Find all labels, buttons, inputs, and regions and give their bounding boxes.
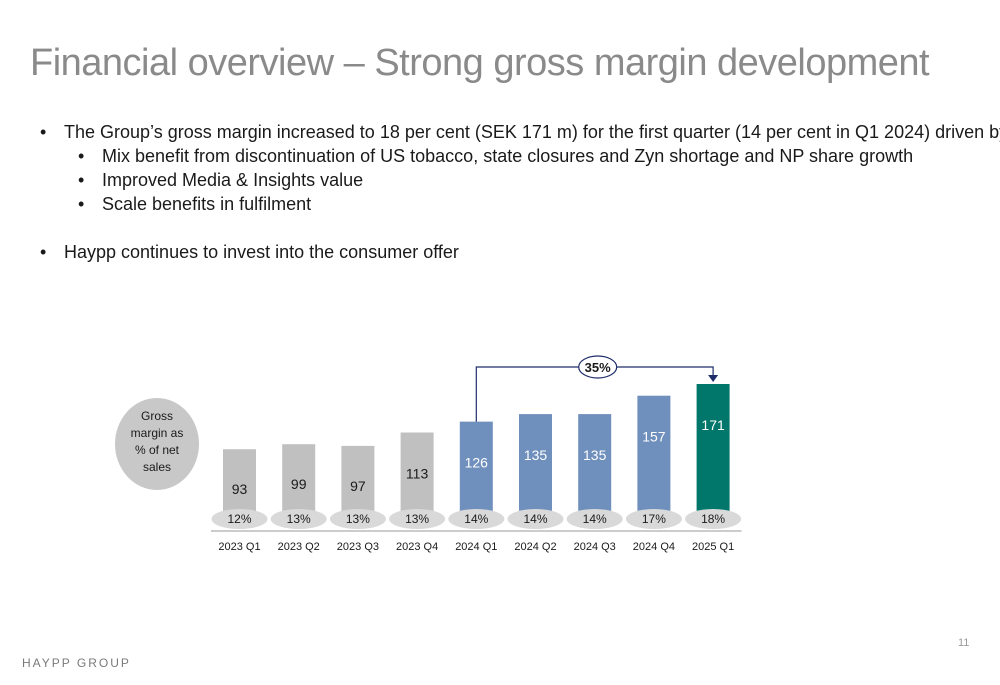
- margin-oval: [507, 509, 564, 529]
- legend-circle-line: % of net: [135, 443, 180, 457]
- gross-margin-legend-circle: Gross margin as % of net sales: [115, 398, 199, 490]
- x-tick-label: 2023 Q3: [337, 541, 379, 553]
- x-tick-label: 2023 Q4: [396, 541, 438, 553]
- margin-label: 17%: [642, 512, 666, 526]
- margin-label: 13%: [346, 512, 370, 526]
- margin-label: 18%: [701, 512, 725, 526]
- bullet-item: Haypp continues to invest into the consu…: [38, 240, 988, 264]
- growth-label: 35%: [585, 360, 611, 375]
- margin-label: 13%: [405, 512, 429, 526]
- x-tick-label: 2023 Q1: [218, 541, 260, 553]
- bar-value-label: 97: [350, 478, 366, 494]
- sub-bullet-item: Mix benefit from discontinuation of US t…: [38, 144, 988, 168]
- sub-bullet-item: Improved Media & Insights value: [38, 168, 988, 192]
- bar-value-label: 171: [701, 417, 725, 433]
- legend-circle-line: Gross: [141, 409, 173, 423]
- margin-oval: [211, 509, 268, 529]
- x-tick-label: 2024 Q2: [514, 541, 556, 553]
- bar: [519, 414, 552, 527]
- bar-value-label: 135: [524, 447, 548, 463]
- bar-value-label: 113: [406, 466, 429, 482]
- bullet-list: The Group’s gross margin increased to 18…: [38, 120, 1000, 264]
- margin-label: 12%: [227, 512, 251, 526]
- margin-oval: [329, 509, 386, 529]
- margin-oval: [448, 509, 505, 529]
- margin-label: 13%: [287, 512, 311, 526]
- bullet-item: The Group’s gross margin increased to 18…: [38, 120, 1000, 144]
- bar-value-label: 126: [465, 455, 489, 471]
- bar: [578, 414, 612, 527]
- margin-oval: [270, 509, 327, 529]
- margin-oval: [389, 509, 446, 529]
- growth-arrowhead: [708, 375, 719, 382]
- growth-badge: [578, 355, 618, 379]
- legend-circle-line: sales: [143, 460, 171, 474]
- x-tick-label: 2023 Q2: [278, 541, 320, 553]
- bar-value-label: 157: [642, 429, 666, 445]
- x-tick-label: 2024 Q3: [574, 541, 616, 553]
- margin-oval: [566, 509, 623, 529]
- bar-value-label: 99: [291, 476, 307, 492]
- margin-oval: [685, 509, 742, 529]
- margin-label: 14%: [464, 512, 488, 526]
- legend-circle-line: margin as: [131, 426, 184, 440]
- page-number: 11: [958, 637, 970, 649]
- x-tick-label: 2024 Q4: [633, 541, 675, 553]
- page-title: Financial overview – Strong gross margin…: [30, 42, 930, 84]
- bar: [696, 384, 730, 527]
- margin-label: 14%: [523, 512, 547, 526]
- margin-oval: [625, 509, 682, 529]
- legend-circle-shape: [115, 398, 199, 490]
- margin-label: 14%: [583, 512, 607, 526]
- bar-value-label: 135: [583, 447, 607, 463]
- bar: [637, 395, 671, 527]
- company-logo: HAYPP GROUP: [22, 656, 131, 670]
- sub-bullet-item: Scale benefits in fulfilment: [38, 192, 988, 216]
- x-tick-label: 2024 Q1: [455, 541, 497, 553]
- x-tick-label: 2025 Q1: [692, 541, 734, 553]
- bar-value-label: 93: [232, 481, 248, 497]
